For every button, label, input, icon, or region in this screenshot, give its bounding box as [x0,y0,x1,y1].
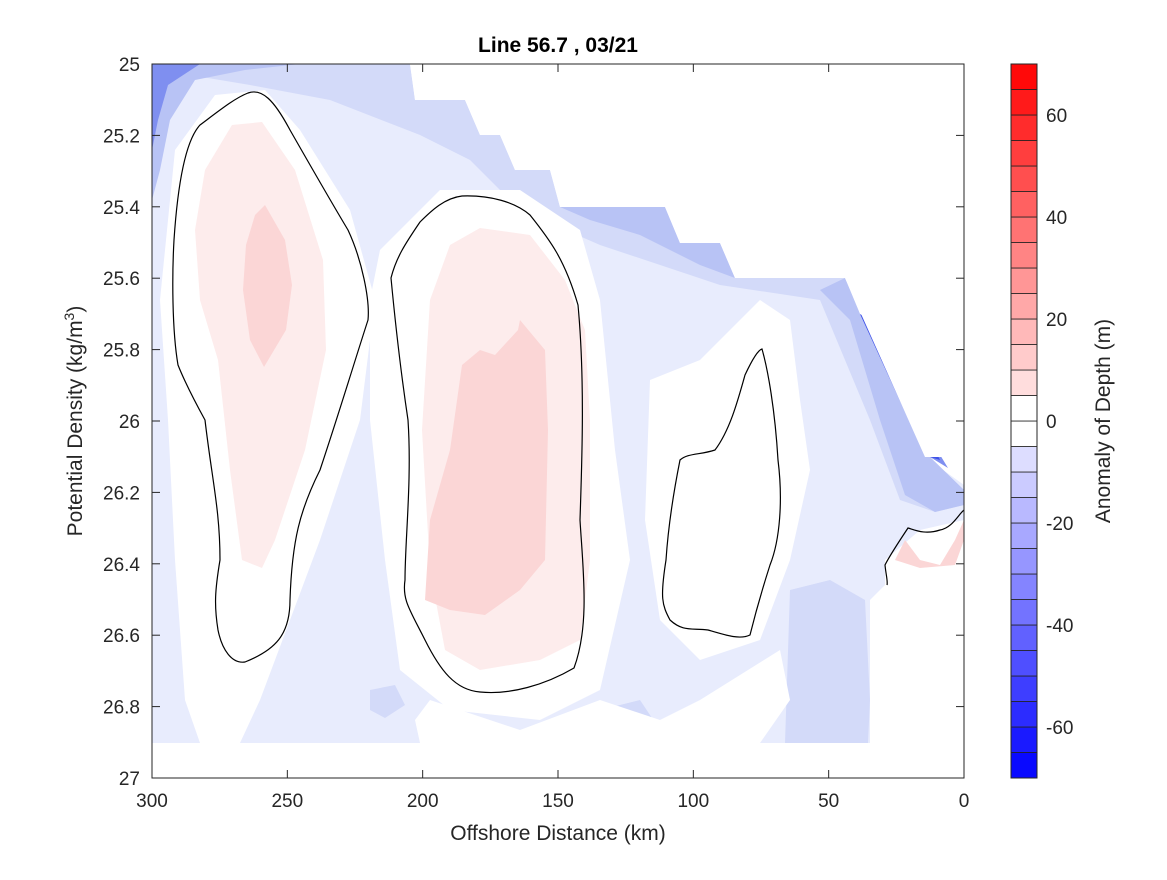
positive-band-left-inner [243,205,292,367]
colorbar-segment [1010,701,1038,728]
y-tick-label: 25.6 [103,269,140,290]
y-axis-label: Potential Density (kg/m3) [61,306,87,537]
colorbar-label: Anomaly of Depth (m) [1092,319,1115,523]
negative-band-bottom-2 [370,685,405,718]
colorbar-segment [1010,446,1038,473]
colorbar-segment [1010,242,1038,269]
no-data-mask-bottom [152,743,964,778]
colorbar-tick-label: -60 [1046,718,1073,739]
colorbar-segment [1010,318,1038,345]
y-tick-label: 26.2 [103,483,140,504]
no-data-mask-bottom-right [870,570,964,743]
colorbar-segment [1010,497,1038,524]
zero-contour-center [390,195,585,694]
colorbar: 60 40 20 0 -20 -40 -60 [1010,63,1073,779]
colorbar-segment [1010,369,1038,396]
y-tick-label: 26 [119,412,140,433]
colorbar-tick-label: 40 [1046,208,1067,229]
no-data-mask-upper [410,64,964,485]
x-tick-label: 100 [677,791,709,812]
y-tick-label: 26.8 [103,698,140,719]
colorbar-segment [1010,216,1038,243]
colorbar-segment [1010,344,1038,371]
negative-band-shelf [560,207,735,278]
colorbar-segment [1010,140,1038,167]
anomaly-field [152,64,964,778]
colorbar-segment [1010,522,1038,549]
x-tick-label: 150 [542,791,574,812]
colorbar-segment [1010,114,1038,141]
colorbar-segment [1010,548,1038,575]
x-axis-label: Offshore Distance (km) [450,822,666,845]
y-tick-label: 27 [119,769,140,790]
positive-band-center-inner [425,320,548,615]
colorbar-segment [1010,675,1038,702]
colorbar-segment [1010,420,1038,447]
zero-contour-left [172,91,369,663]
x-tick-label: 300 [136,791,168,812]
y-axis: 25 25.2 25.4 25.6 25.8 26 26.2 26.4 26.6 26.8 27 [103,55,964,790]
colorbar-segment [1010,752,1038,779]
colorbar-segment [1010,395,1038,422]
y-axis-label-main: Potential Density (kg/m [64,320,87,536]
colorbar-tick-label: -20 [1046,514,1073,535]
colorbar-tick-label: 0 [1046,412,1057,433]
y-tick-label: 25.4 [103,198,140,219]
y-tick-label: 25 [119,55,140,76]
y-axis-label-superscript: 3 [61,312,77,320]
x-axis: 300 250 200 150 100 50 0 [136,64,969,812]
negative-band-edge [152,64,200,150]
colorbar-segment [1010,573,1038,600]
colorbar-segment [1010,624,1038,651]
colorbar-segment [1010,650,1038,677]
colorbar-segment [1010,191,1038,218]
zero-contour-right [661,348,781,638]
colorbar-frame [1010,63,1038,779]
negative-band-mid [152,64,964,512]
colorbar-segment [1010,726,1038,753]
colorbar-segment [1010,293,1038,320]
negative-band-bottom-1 [785,580,870,743]
y-tick-label: 26.6 [103,626,140,647]
x-tick-label: 200 [407,791,439,812]
x-tick-label: 250 [271,791,303,812]
y-tick-label: 25.2 [103,126,140,147]
y-tick-label: 26.4 [103,555,140,576]
chart-title: Line 56.7 , 03/21 [478,34,638,57]
zero-contour-nearshore [884,509,964,586]
colorbar-segment [1010,267,1038,294]
colorbar-segment [1010,89,1038,116]
colorbar-segment [1010,471,1038,498]
colorbar-segment [1010,63,1038,90]
y-tick-label: 25.8 [103,341,140,362]
neutral-region-bottom [415,650,790,743]
x-tick-label: 50 [818,791,839,812]
positive-band-nearshore [895,520,964,568]
colorbar-tick-label: -40 [1046,616,1073,637]
x-tick-label: 0 [959,791,970,812]
y-axis-label-close: ) [64,306,87,313]
colorbar-tick-label: 20 [1046,310,1067,331]
colorbar-segment [1010,165,1038,192]
colorbar-tick-label: 60 [1046,106,1067,127]
colorbar-segment [1010,599,1038,626]
